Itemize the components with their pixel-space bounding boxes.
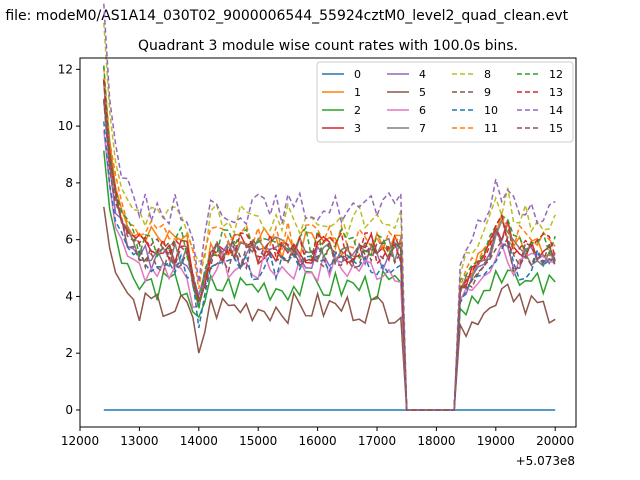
legend-label: 14 [549, 104, 563, 117]
y-tick-label: 12 [58, 62, 73, 76]
x-tick-label: 16000 [299, 434, 337, 448]
legend-label: 12 [549, 68, 563, 81]
plot-area: 12000 13000 14000 15000 16000 17000 18000 19000… [58, 3, 577, 448]
legend-label: 3 [354, 122, 361, 135]
series-line-6 [103, 130, 556, 411]
x-tick-label: 12000 [61, 434, 99, 448]
series-lines [103, 3, 556, 411]
legend-label: 6 [419, 104, 426, 117]
legend-label: 11 [484, 122, 498, 135]
x-tick-label: 13000 [120, 434, 158, 448]
legend-label: 2 [354, 104, 361, 117]
series-line-1 [103, 78, 556, 411]
legend-label: 9 [484, 86, 491, 99]
x-tick-label: 20000 [536, 434, 574, 448]
x-axis-ticks: 12000 13000 14000 15000 16000 17000 18000 19000… [61, 427, 574, 448]
legend-label: 1 [354, 86, 361, 99]
legend-label: 5 [419, 86, 426, 99]
y-axis-ticks: 0 2 4 6 8 10 12 [58, 62, 80, 417]
x-offset-text: +5.073e8 [516, 454, 575, 468]
x-tick-label: 18000 [417, 434, 455, 448]
legend-label: 7 [419, 122, 426, 135]
legend-label: 4 [419, 68, 426, 81]
legend-label: 10 [484, 104, 498, 117]
series-line-11 [103, 67, 556, 411]
series-line-2 [103, 150, 556, 411]
legend-label: 0 [354, 68, 361, 81]
y-tick-label: 2 [65, 346, 73, 360]
series-line-5 [103, 206, 556, 411]
x-tick-label: 17000 [358, 434, 396, 448]
suptitle: n file: modeM0/AS1A14_030T02_9000006544_… [0, 8, 569, 24]
legend-label: 8 [484, 68, 491, 81]
x-tick-label: 19000 [477, 434, 515, 448]
y-tick-label: 0 [65, 403, 73, 417]
series-line-13 [103, 80, 556, 411]
legend-label: 13 [549, 86, 563, 99]
x-tick-label: 15000 [239, 434, 277, 448]
series-line-10 [103, 121, 556, 411]
series-line-14 [103, 3, 556, 411]
series-line-12 [103, 65, 556, 411]
y-tick-label: 6 [65, 233, 73, 247]
chart-title: Quadrant 3 module wise count rates with … [138, 38, 518, 54]
y-tick-label: 4 [65, 289, 73, 303]
legend-frame [316, 61, 574, 143]
series-line-15 [103, 98, 556, 411]
legend-label: 15 [549, 122, 563, 135]
x-tick-label: 14000 [180, 434, 218, 448]
axes-frame [79, 57, 577, 428]
y-tick-label: 8 [65, 176, 73, 190]
y-tick-label: 10 [58, 119, 73, 133]
